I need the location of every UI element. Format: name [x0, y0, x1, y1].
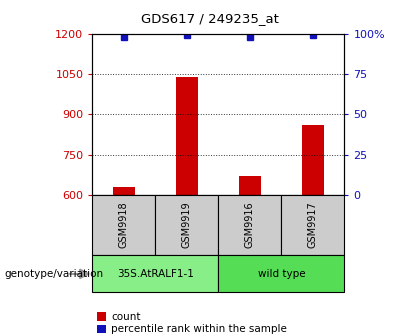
- Text: GSM9919: GSM9919: [182, 202, 192, 248]
- Bar: [239, 176, 261, 195]
- Bar: [176, 77, 198, 195]
- Text: count: count: [111, 312, 140, 322]
- Text: GSM9917: GSM9917: [308, 202, 318, 249]
- Text: genotype/variation: genotype/variation: [4, 269, 103, 279]
- Bar: [302, 125, 324, 195]
- Text: GDS617 / 249235_at: GDS617 / 249235_at: [141, 12, 279, 25]
- Text: GSM9918: GSM9918: [119, 202, 129, 248]
- Text: 35S.AtRALF1-1: 35S.AtRALF1-1: [117, 269, 194, 279]
- Text: GSM9916: GSM9916: [245, 202, 255, 248]
- Text: wild type: wild type: [257, 269, 305, 279]
- Text: percentile rank within the sample: percentile rank within the sample: [111, 324, 287, 334]
- Bar: [113, 187, 135, 195]
